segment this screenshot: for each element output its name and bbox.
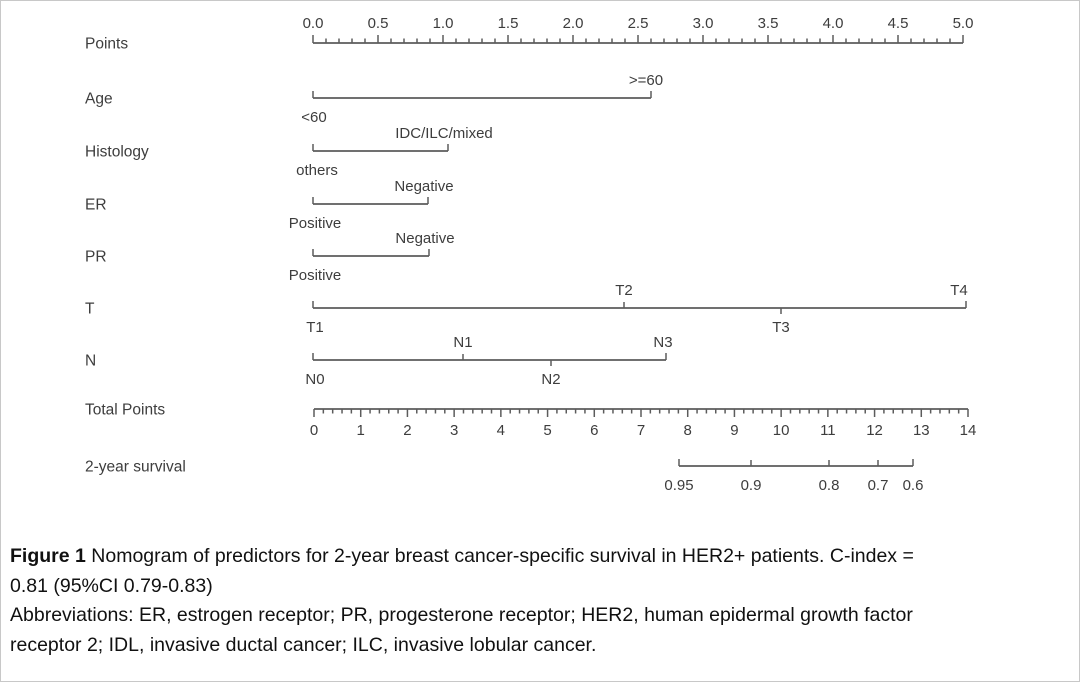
mark-label-n-stage: N0 xyxy=(305,371,324,388)
mark-label-t-stage: T2 xyxy=(615,282,633,299)
caption-line-3: Abbreviations: ER, estrogen receptor; PR… xyxy=(10,604,913,626)
tick-label-points: 1.5 xyxy=(498,15,519,32)
tick-label-total-points: 6 xyxy=(590,422,598,439)
caption-line-4: receptor 2; IDL, invasive ductal cancer;… xyxy=(10,633,597,656)
row-label-histology: Histology xyxy=(85,144,149,161)
row-label-n-stage: N xyxy=(85,353,96,370)
mark-label-n-stage: N1 xyxy=(453,334,472,351)
tick-label-points: 2.5 xyxy=(628,15,649,32)
tick-label-total-points: 11 xyxy=(820,422,836,439)
tick-label-total-points: 13 xyxy=(913,422,930,439)
caption-line-1: Figure 1 Nomogram of predictors for 2-ye… xyxy=(10,542,1072,572)
mark-label-age: >=60 xyxy=(629,72,663,89)
tick-label-points: 1.0 xyxy=(433,15,454,32)
mark-label-t-stage: T3 xyxy=(772,319,790,336)
tick-label-points: 3.0 xyxy=(693,15,714,32)
tick-label-total-points: 3 xyxy=(450,422,458,439)
mark-label-survival: 0.9 xyxy=(741,477,762,494)
mark-label-t-stage: T4 xyxy=(950,282,968,299)
mark-label-histology: others xyxy=(296,162,338,179)
tick-label-total-points: 9 xyxy=(730,422,738,439)
tick-label-total-points: 5 xyxy=(543,422,551,439)
mark-label-pr: Positive xyxy=(289,267,342,284)
tick-label-total-points: 14 xyxy=(960,422,977,439)
mark-label-age: <60 xyxy=(301,109,326,126)
tick-label-points: 2.0 xyxy=(563,15,584,32)
nomogram-chart: Points 0.0 0.5 1.0 1.5 2.0 2.5 3.0 3.5 4.0 4.5 5.0 A… xyxy=(85,15,977,494)
tick-label-points: 3.5 xyxy=(758,15,779,32)
mark-label-n-stage: N3 xyxy=(653,334,672,351)
tick-label-points: 5.0 xyxy=(953,15,974,32)
row-label-age: Age xyxy=(85,91,113,108)
tick-label-total-points: 2 xyxy=(403,422,411,439)
row-label-points: Points xyxy=(85,36,128,53)
row-label-total-points: Total Points xyxy=(85,402,165,419)
mark-label-survival: 0.6 xyxy=(903,477,924,494)
row-label-survival: 2-year survival xyxy=(85,459,186,476)
mark-label-er: Negative xyxy=(394,178,453,195)
mark-label-survival: 0.95 xyxy=(664,477,693,494)
tick-label-points: 4.5 xyxy=(888,15,909,32)
tick-label-total-points: 1 xyxy=(357,422,365,439)
mark-label-histology: IDC/ILC/mixed xyxy=(395,125,493,142)
mark-label-t-stage: T1 xyxy=(306,319,324,336)
row-label-er: ER xyxy=(85,197,107,214)
mark-label-pr: Negative xyxy=(395,230,454,247)
mark-label-n-stage: N2 xyxy=(541,371,560,388)
tick-label-points: 0.0 xyxy=(303,15,324,32)
tick-label-total-points: 8 xyxy=(684,422,692,439)
tick-label-points: 0.5 xyxy=(368,15,389,32)
figure-label: Figure 1 xyxy=(10,545,86,567)
tick-label-total-points: 12 xyxy=(866,422,883,439)
caption-title-text: Nomogram of predictors for 2-year breast… xyxy=(91,545,914,567)
tick-label-points: 4.0 xyxy=(823,15,844,32)
tick-label-total-points: 7 xyxy=(637,422,645,439)
mark-label-survival: 0.8 xyxy=(819,477,840,494)
mark-label-survival: 0.7 xyxy=(868,477,889,494)
tick-label-total-points: 4 xyxy=(497,422,505,439)
caption-line-2: 0.81 (95%CI 0.79-0.83) xyxy=(10,574,213,597)
row-label-t-stage: T xyxy=(85,301,95,318)
row-label-pr: PR xyxy=(85,249,107,266)
tick-label-total-points: 0 xyxy=(310,422,318,439)
figure-caption: Figure 1 Nomogram of predictors for 2-ye… xyxy=(10,542,1072,660)
mark-label-er: Positive xyxy=(289,215,342,232)
tick-label-total-points: 10 xyxy=(773,422,790,439)
